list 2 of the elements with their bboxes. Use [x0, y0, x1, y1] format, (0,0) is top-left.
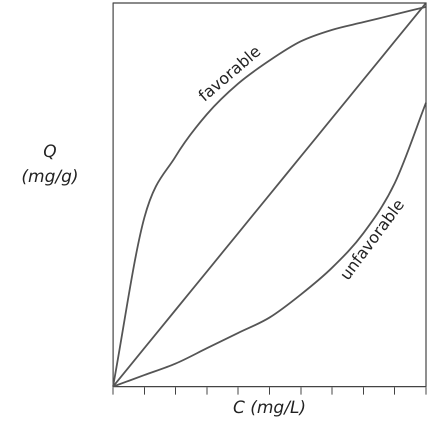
y-axis-title: Q (mg/g)	[20, 141, 80, 189]
x-axis-title: C (mg/L)	[232, 398, 306, 418]
